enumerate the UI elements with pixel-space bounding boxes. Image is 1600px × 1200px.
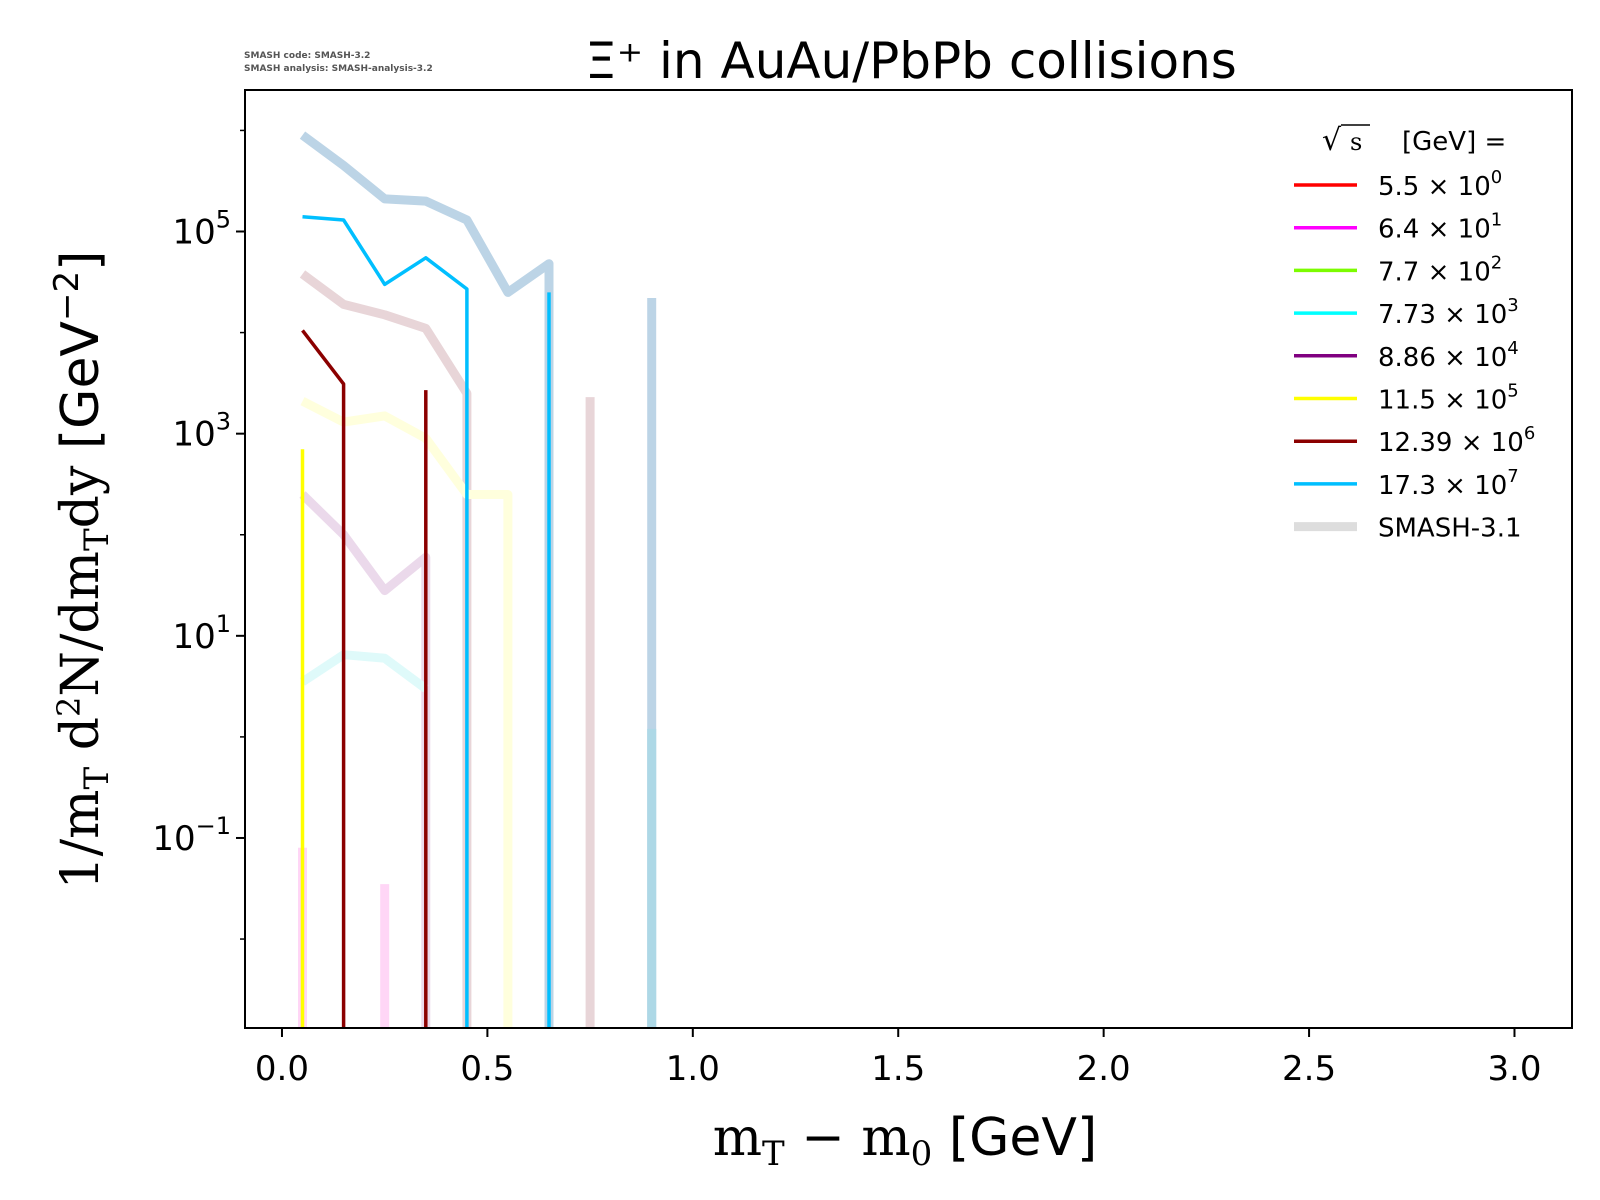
- x-axis-label: mT − m0 [GeV]: [713, 1108, 1098, 1174]
- legend-sqrt-icon: √: [1322, 123, 1342, 158]
- series-line-7: [300, 650, 429, 693]
- y-axis-label: 1/mT d2N/dmTdy [GeV−2]: [47, 251, 117, 890]
- series-line-12: [301, 329, 346, 1028]
- series-line-10: [302, 214, 469, 1028]
- x-tick-label: 3.0: [1487, 1049, 1541, 1089]
- x-tick-label: 1.5: [871, 1049, 925, 1089]
- code-info-line-1: SMASH code: SMASH-3.2: [244, 51, 370, 61]
- y-tick-label: 10−1: [152, 812, 231, 859]
- x-tick-label: 2.5: [1282, 1049, 1336, 1089]
- y-tick-label: 103: [172, 408, 231, 455]
- legend-title-s: s: [1350, 128, 1362, 156]
- series-layer: [298, 131, 657, 1028]
- legend: √ s [GeV] = 5.5 × 100 6.4 × 101 7.7 × 102 7…: [1294, 123, 1535, 544]
- legend-entry-label: 12.39 × 106: [1378, 423, 1535, 458]
- x-axis: 0.0 0.5 1.0 1.5 2.0 2.5 3.0: [255, 1028, 1542, 1089]
- legend-entry-label: 7.7 × 102: [1378, 252, 1502, 287]
- x-tick-label: 0.0: [255, 1049, 309, 1089]
- y-tick-label: 101: [172, 610, 231, 657]
- legend-title: [GeV] =: [1402, 127, 1506, 157]
- legend-entry-label: 5.5 × 100: [1378, 167, 1502, 202]
- legend-entry-label: 11.5 × 105: [1378, 381, 1519, 416]
- y-tick-label: 105: [172, 206, 231, 253]
- chart-title: Ξ⁺ in AuAu/PbPb collisions: [585, 32, 1237, 90]
- legend-entry-label: 8.86 × 104: [1378, 338, 1519, 373]
- x-tick-label: 1.0: [666, 1049, 720, 1089]
- y-axis: 10−1 101 103 105: [152, 129, 245, 940]
- x-tick-label: 0.5: [460, 1049, 514, 1089]
- legend-entry-label: 7.73 × 103: [1378, 295, 1519, 330]
- legend-entries: 5.5 × 100 6.4 × 101 7.7 × 102 7.73 × 103 8.8…: [1294, 167, 1535, 544]
- legend-reference-label: SMASH-3.1: [1378, 514, 1522, 544]
- x-tick-label: 2.0: [1077, 1049, 1131, 1089]
- legend-entry-label: 17.3 × 107: [1378, 466, 1519, 501]
- plot-frame: [244, 89, 1573, 1029]
- series-line-0: [299, 131, 554, 1028]
- legend-entry-label: 6.4 × 101: [1378, 210, 1502, 245]
- code-info-line-2: SMASH analysis: SMASH-analysis-3.2: [244, 64, 433, 74]
